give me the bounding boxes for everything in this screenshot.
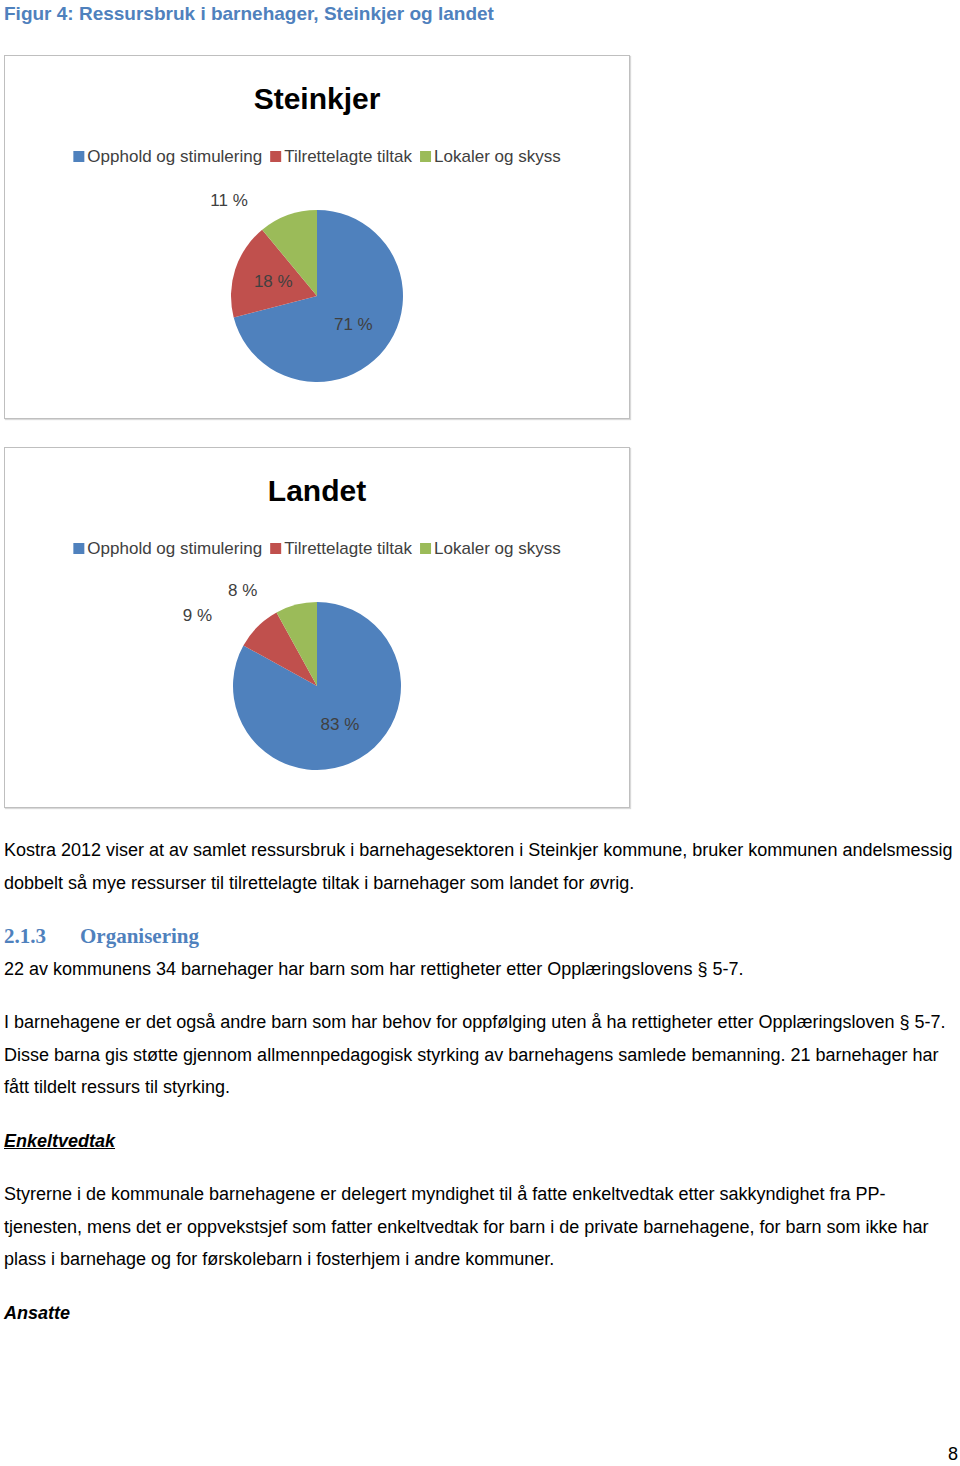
svg-text:8 %: 8 % [228,581,257,600]
html-text:Figur 4: Ressursbruk i barneha: Figur 4: Ressursbruk i barnehager, Stein… [4,3,494,24]
html-text:8: 8 [948,1444,958,1464]
svg-text:Steinkjer: Steinkjer [254,82,381,115]
html-text:Kostra 2012 viser at av samlet: Kostra 2012 viser at av samlet ressursbr… [4,840,953,893]
html-text:Styrerne i de kommunale barneh: Styrerne i de kommunale barnehagene er d… [4,1184,929,1269]
html-text:2.1.3: 2.1.3 [4,924,46,948]
html-text:Ansatte: Ansatte [4,1302,70,1323]
svg-text:9 %: 9 % [183,606,212,625]
html-text:22 av kommunens 34 barnehager: 22 av kommunens 34 barnehager har barn s… [4,958,744,979]
html-text:Organisering: Organisering [80,924,199,948]
svg-text:Opphold og stimulering: Opphold og stimulering [87,147,262,166]
svg-text:Opphold og stimulering: Opphold og stimulering [87,539,262,558]
svg-text:Lokaler og skyss: Lokaler og skyss [434,539,561,558]
html-text:I barnehagene er det også andr: I barnehagene er det også andre barn som… [4,1012,946,1097]
svg-text:83 %: 83 % [321,715,360,734]
svg-text:71 %: 71 % [334,315,373,334]
svg-text:Lokaler og skyss: Lokaler og skyss [434,147,561,166]
svg-text:Landet: Landet [268,474,366,507]
svg-text:18 %: 18 % [254,272,293,291]
svg-text:Tilrettelagte tiltak: Tilrettelagte tiltak [284,147,412,166]
svg-text:Tilrettelagte tiltak: Tilrettelagte tiltak [284,539,412,558]
svg-text:11 %: 11 % [210,191,248,210]
html-text:Enkeltvedtak: Enkeltvedtak [4,1130,116,1151]
